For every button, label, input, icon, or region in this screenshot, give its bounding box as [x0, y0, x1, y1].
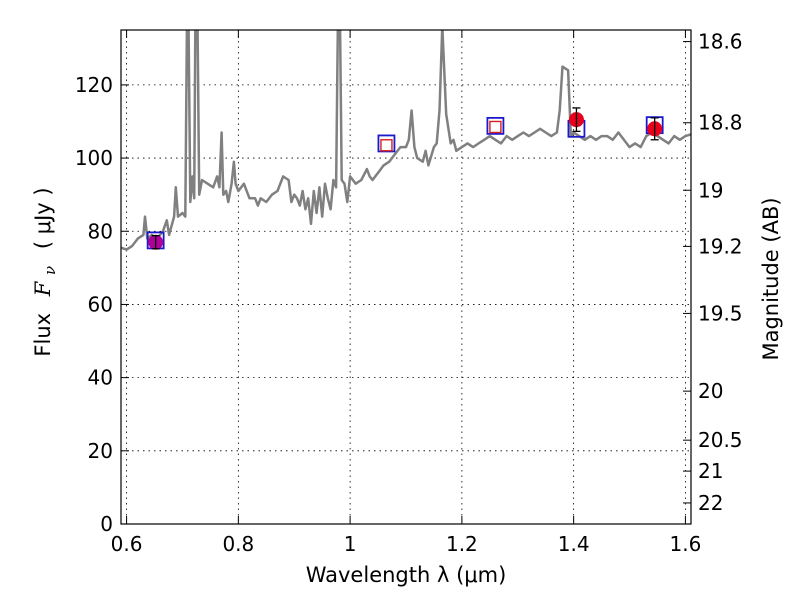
y-axis-label-prefix: Flux [31, 313, 55, 357]
y-axis-label-unit: ( μJy ) [31, 187, 55, 249]
x-tick-label: 1.4 [558, 532, 590, 556]
synthetic-photometry-point [380, 139, 393, 152]
x-tick-label: 1 [344, 532, 357, 556]
y2-tick-label: 18.8 [698, 111, 743, 135]
y-tick-label: 120 [75, 73, 113, 97]
y2-tick-label: 18.6 [698, 30, 743, 54]
y-axis-label-subscript: ν [41, 266, 59, 275]
axes-frame [120, 29, 692, 525]
y-tick-label: 40 [88, 366, 113, 390]
y2-tick-label: 22 [698, 491, 723, 515]
ticks: 0.6 0.8 1 1.2 1.4 1.6 0 20 40 60 80 100 120 18.6 18.8 1… [75, 30, 743, 556]
y2-tick-label: 19.5 [698, 301, 743, 325]
x-tick-label: 1.2 [446, 532, 478, 556]
y-tick-label: 80 [88, 219, 113, 243]
y-axis-label-symbol: F [31, 280, 55, 297]
synthetic-photometry-point [489, 120, 502, 134]
y-tick-label: 0 [100, 512, 113, 536]
y-tick-label: 20 [88, 439, 113, 463]
y2-axis-label: Magnitude (AB) [759, 197, 783, 360]
y-tick-label: 60 [88, 292, 113, 316]
y2-tick-label: 19.2 [698, 234, 743, 258]
plot-area [121, 30, 691, 251]
y-axis-label: Flux F ν ( μJy ) [31, 187, 60, 356]
x-axis-label: Wavelength λ (μm) [306, 563, 507, 587]
y2-tick-label: 21 [698, 459, 723, 483]
y-tick-label: 100 [75, 146, 113, 170]
y2-tick-label: 19 [698, 178, 723, 202]
y2-tick-label: 20.5 [698, 428, 743, 452]
spectrum-line [121, 30, 691, 251]
model-photometry-point [486, 116, 505, 135]
x-tick-label: 0.8 [222, 532, 254, 556]
y2-tick-label: 20 [698, 379, 723, 403]
x-tick-label: 0.6 [111, 532, 143, 556]
x-tick-label: 1.6 [670, 532, 702, 556]
